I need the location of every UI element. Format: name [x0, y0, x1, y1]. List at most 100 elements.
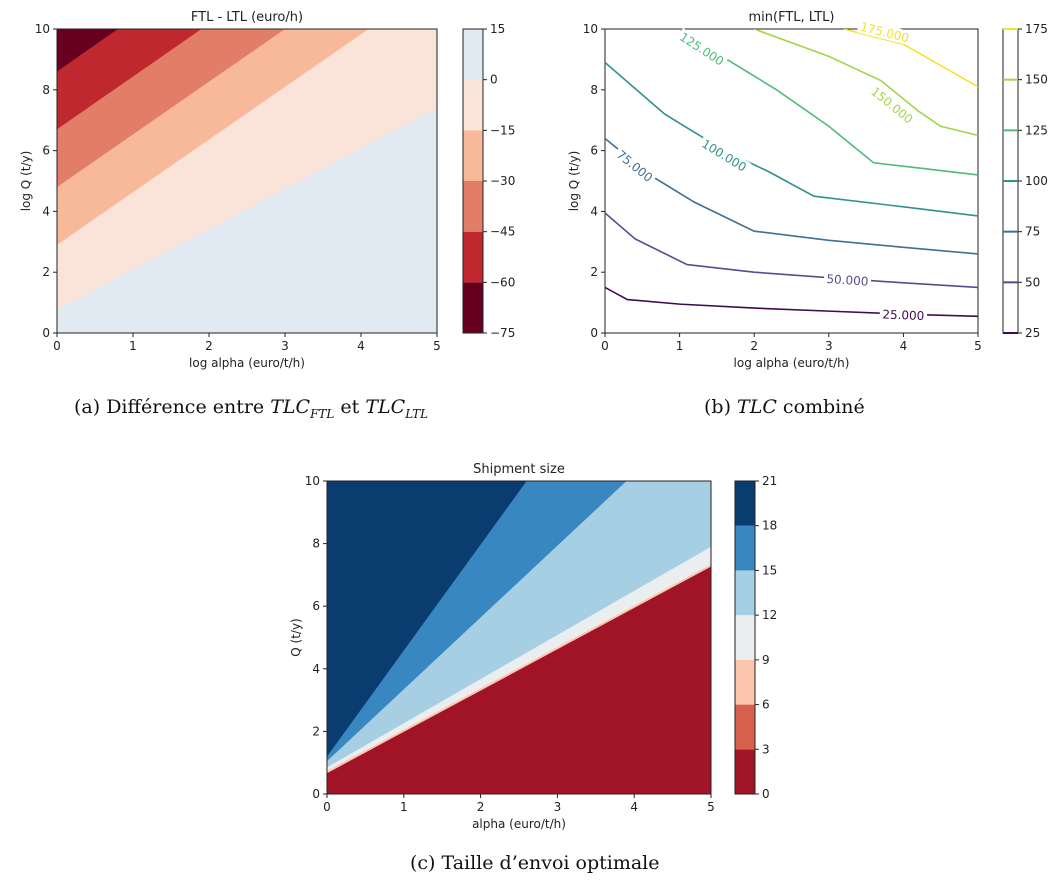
colorbar-band [463, 29, 483, 80]
contour-label-group: 125.000 [675, 28, 729, 70]
contour-label-group: 25.000 [879, 306, 928, 323]
contour-label: 75.000 [614, 147, 655, 184]
colorbar-band [735, 570, 755, 616]
y-tick-label: 4 [312, 662, 320, 676]
contour-label-bg [823, 271, 872, 289]
caption-a: (a) Différence entre TLCFTL et TLCLTL [74, 396, 429, 421]
x-tick-label: 2 [477, 800, 485, 814]
contour-label-bg [856, 18, 913, 46]
contour-label: 175.000 [859, 20, 911, 46]
colorbar-band [463, 130, 483, 181]
colorbar-label: 21 [762, 474, 777, 488]
contour-line-175 [843, 29, 978, 88]
caption-c: (c) Taille d’envoi optimale [410, 852, 660, 874]
contour-line-75 [605, 137, 978, 255]
chart-title: FTL - LTL (euro/h) [191, 10, 303, 25]
colorbar-band [463, 79, 483, 131]
contour-label-bg [675, 28, 729, 70]
y-tick-label: 0 [42, 326, 50, 340]
colorbar-label: 75 [1025, 225, 1040, 239]
colorbar-band [735, 481, 755, 526]
y-tick-label: 6 [42, 144, 50, 158]
plot-frame [604, 28, 979, 334]
y-tick-label: 0 [312, 787, 320, 801]
x-tick-label: 3 [554, 800, 562, 814]
colorbar-label: 150 [1025, 73, 1048, 87]
colorbar-band [735, 525, 755, 571]
colorbar-label: 25 [1025, 326, 1040, 340]
colorbar-band [735, 749, 755, 794]
y-axis-label: Q (t/y) [289, 618, 303, 656]
y-tick-label: 4 [590, 204, 598, 218]
contour-label: 125.000 [677, 30, 726, 69]
colorbar-band [735, 704, 755, 750]
x-tick-label: 3 [281, 339, 289, 353]
colorbar-label: 3 [762, 742, 770, 756]
y-tick-label: 2 [312, 724, 320, 738]
y-tick-label: 2 [42, 265, 50, 279]
contour-label-group: 50.000 [823, 271, 872, 289]
y-tick-label: 10 [583, 22, 598, 36]
x-tick-label: 4 [630, 800, 638, 814]
contour-label-bg [879, 306, 928, 323]
x-tick-label: 1 [129, 339, 137, 353]
x-axis-label: log alpha (euro/t/h) [734, 356, 850, 370]
x-tick-label: 5 [974, 339, 982, 353]
x-tick-label: 0 [53, 339, 61, 353]
colorbar-label: 0 [762, 787, 770, 801]
colorbar-label: 15 [490, 22, 505, 36]
colorbar-label: 12 [762, 608, 777, 622]
y-axis-label: log Q (t/y) [567, 151, 581, 212]
x-tick-label: 2 [205, 339, 213, 353]
colorbar-label: 100 [1025, 174, 1048, 188]
colorbar-label: 175 [1025, 22, 1048, 36]
y-tick-label: 10 [35, 22, 50, 36]
colorbar-label: 50 [1025, 275, 1040, 289]
colorbar-label: −45 [490, 225, 515, 239]
y-tick-label: 10 [305, 474, 320, 488]
plot-frame [326, 480, 712, 795]
y-tick-label: 4 [42, 204, 50, 218]
contour-line-50 [605, 212, 978, 289]
y-axis-label: log Q (t/y) [19, 151, 33, 212]
x-tick-label: 5 [433, 339, 441, 353]
contour-label-bg [866, 82, 918, 128]
colorbar-label: −75 [490, 326, 515, 340]
contour-label-group: 75.000 [612, 145, 658, 187]
contour-label-bg [697, 135, 752, 176]
contour-label: 100.000 [699, 137, 749, 175]
x-tick-label: 0 [323, 800, 331, 814]
x-axis-label: alpha (euro/t/h) [472, 817, 566, 831]
region--75-to--60 [57, 29, 118, 72]
y-tick-label: 2 [590, 265, 598, 279]
contour-line-100 [605, 61, 978, 217]
y-tick-label: 0 [590, 326, 598, 340]
x-tick-label: 4 [900, 339, 908, 353]
contour-label: 25.000 [882, 307, 925, 323]
colorbar-label: −15 [490, 123, 515, 137]
chart-a: 0 1 2 3 4 5 0 2 4 6 8 10 FTL - LTL (euro/h) log alpha… [19, 10, 515, 370]
colorbar-label: 6 [762, 698, 770, 712]
y-tick-label: 8 [42, 83, 50, 97]
colorbar-label: 18 [762, 519, 777, 533]
colorbar-band [735, 659, 755, 705]
x-axis-label: log alpha (euro/t/h) [189, 356, 305, 370]
region--60-to--45 [57, 29, 202, 130]
y-tick-label: 8 [590, 83, 598, 97]
colorbar-label: 15 [762, 563, 777, 577]
chart-title: Shipment size [473, 462, 565, 477]
region-18-to-21 [327, 481, 527, 757]
colorbar-frame [734, 480, 756, 795]
contour-label-bg [612, 145, 658, 187]
colorbar-band [463, 282, 483, 333]
colorbar-label: 0 [490, 73, 498, 87]
x-tick-label: 2 [750, 339, 758, 353]
contour-line-150 [753, 29, 978, 137]
region-edge-6-to-9 [327, 564, 711, 773]
colorbar-band [463, 181, 483, 232]
y-tick-label: 6 [312, 599, 320, 613]
contour-label: 150.000 [868, 84, 915, 126]
